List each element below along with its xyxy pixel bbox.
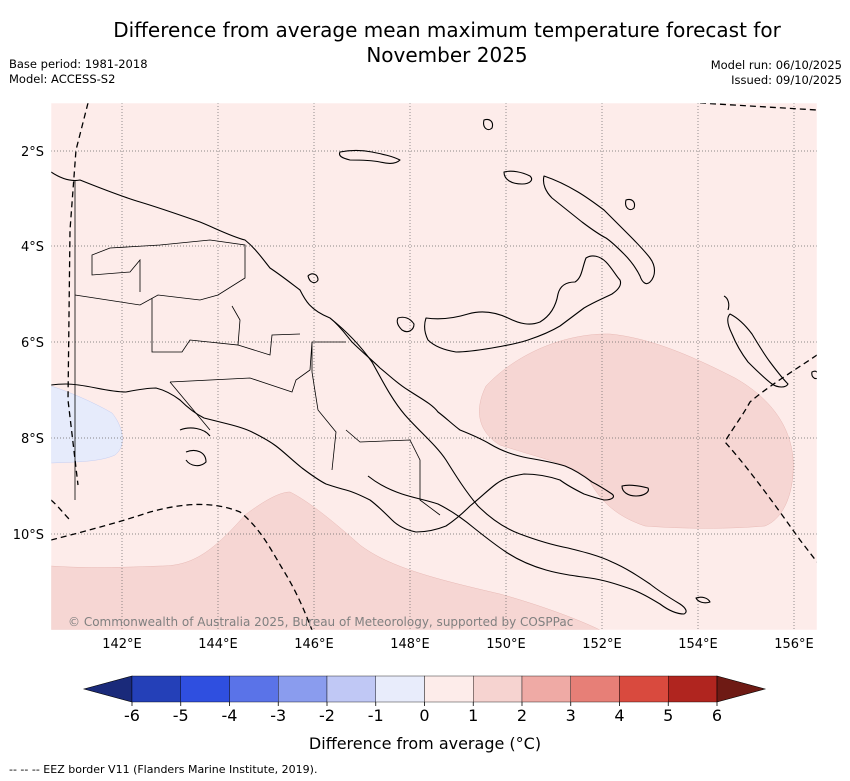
lon-label: 144°E (198, 637, 238, 652)
meta-left: Base period: 1981-2018 Model: ACCESS-S2 (9, 57, 148, 87)
lon-axis: 142°E 144°E 146°E 148°E 150°E 152°E 154°… (102, 637, 814, 652)
title-line-2: November 2025 (366, 43, 528, 67)
papuan-peninsula-coast (329, 317, 687, 615)
eez-southwest (51, 503, 313, 630)
lon-label: 154°E (678, 637, 718, 652)
lat-label: 10°S (13, 528, 44, 543)
lon-label: 148°E (390, 637, 430, 652)
colorbar-tick-label: -2 (319, 706, 335, 725)
meta-right: Model run: 06/10/2025 Issued: 09/10/2025 (711, 58, 842, 88)
lon-label: 152°E (582, 637, 622, 652)
colorbar-tick-label: -1 (368, 706, 384, 725)
goodenough-island (695, 596, 711, 604)
lat-label: 6°S (21, 336, 44, 351)
lihir-island (625, 198, 636, 211)
anomaly-region-east (479, 333, 794, 529)
eez-west-edge (51, 499, 71, 521)
lat-label: 8°S (21, 432, 44, 447)
colorbar-segment (521, 675, 571, 703)
karkar-island (307, 273, 319, 284)
new-hanover-coast (503, 170, 533, 185)
chart-title: Difference from average mean maximum tem… (0, 18, 850, 68)
lat-label: 4°S (21, 240, 44, 255)
eez-legend: -- -- -- EEZ border V11 (Flanders Marine… (9, 763, 318, 776)
new-britain-coast (424, 255, 622, 353)
model-run: Model run: 06/10/2025 (710, 58, 842, 72)
manus-coast (338, 149, 401, 164)
bougainville-north (723, 295, 730, 311)
colorbar-segment (229, 675, 279, 703)
lon-label: 142°E (102, 637, 142, 652)
umboi-island (396, 316, 415, 333)
base-period: Base period: 1981-2018 (9, 57, 148, 71)
eez-borders (51, 103, 817, 630)
colorbar: -6 -5 -4 -3 -2 -1 0 1 2 3 4 5 6 (82, 675, 767, 725)
lat-label: 2°S (21, 145, 44, 160)
borders (74, 180, 441, 516)
eez-northwest (67, 103, 89, 486)
model-name: Model: ACCESS-S2 (9, 72, 116, 86)
colorbar-tick-label: -6 (124, 706, 140, 725)
colorbar-segment (326, 675, 376, 703)
lat-axis: 2°S 4°S 6°S 8°S 10°S (13, 145, 44, 543)
mussau-island (483, 118, 494, 131)
colorbar-segment (278, 675, 328, 703)
lon-label: 156°E (774, 637, 814, 652)
solomon-island (811, 370, 817, 380)
colorbar-tick-label: -5 (173, 706, 189, 725)
colorbar-label: Difference from average (°C) (308, 734, 542, 753)
colorbar-extend-low (82, 675, 133, 703)
colorbar-tick-label: -4 (222, 706, 238, 725)
colorbar-tick-label: 6 (712, 706, 722, 725)
colorbar-tick-label: 1 (468, 706, 478, 725)
colorbar-segment (375, 675, 425, 703)
anomaly-region-south (51, 491, 601, 630)
colorbar-segment (180, 675, 230, 703)
map-frame (50, 102, 818, 631)
new-ireland-coast (542, 175, 656, 285)
coastlines (51, 118, 817, 615)
colorbar-tick-label: 5 (663, 706, 673, 725)
colorbar-segment (668, 675, 718, 703)
bougainville-coast (727, 313, 789, 388)
new-guinea-coast (51, 171, 614, 533)
colorbar-segment (131, 675, 181, 703)
colorbar-tick-label: 3 (566, 706, 576, 725)
colorbar-segment (570, 675, 620, 703)
lon-label: 146°E (294, 637, 334, 652)
colorbar-segment (424, 675, 474, 703)
province-lines (74, 239, 441, 516)
colorbar-tick-label: 4 (614, 706, 624, 725)
colorbar-tick-label: -3 (270, 706, 286, 725)
colorbar-segment (619, 675, 669, 703)
fergusson-island (621, 484, 649, 497)
map-area: © Commonwealth of Australia 2025, Bureau… (51, 103, 817, 630)
issued-date: Issued: 09/10/2025 (731, 73, 842, 87)
title-line-1: Difference from average mean maximum tem… (113, 18, 781, 42)
colorbar-segment (473, 675, 523, 703)
colorbar-tick-label: 0 (419, 706, 429, 725)
gridlines (51, 103, 817, 630)
lon-label: 150°E (486, 637, 526, 652)
colorbar-extend-high (716, 675, 767, 703)
fly-river-delta (179, 427, 211, 467)
colorbar-tick-label: 2 (517, 706, 527, 725)
eez-east (724, 354, 817, 563)
copyright-watermark: © Commonwealth of Australia 2025, Bureau… (68, 615, 573, 629)
